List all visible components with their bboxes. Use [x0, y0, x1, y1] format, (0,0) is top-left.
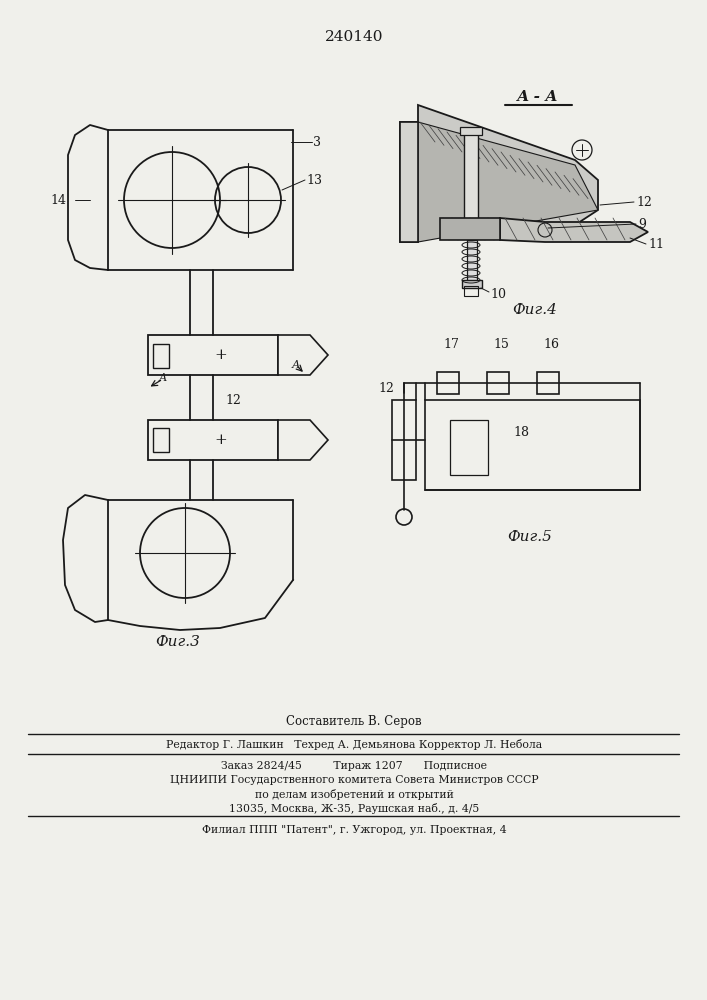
- Text: 11: 11: [648, 237, 664, 250]
- Polygon shape: [440, 218, 500, 240]
- Bar: [537, 372, 559, 394]
- Bar: [148, 335, 278, 375]
- Bar: [450, 420, 488, 475]
- Polygon shape: [400, 105, 598, 242]
- Text: 17: 17: [443, 338, 459, 352]
- Text: 10: 10: [490, 288, 506, 300]
- Text: 15: 15: [493, 338, 509, 352]
- Text: 3: 3: [313, 135, 321, 148]
- Text: Фиг.3: Фиг.3: [156, 635, 201, 649]
- Text: по делам изобретений и открытий: по делам изобретений и открытий: [255, 788, 453, 800]
- Bar: [153, 344, 169, 368]
- Bar: [487, 372, 509, 394]
- Text: А - А: А - А: [518, 90, 559, 104]
- Text: Составитель В. Серов: Составитель В. Серов: [286, 716, 422, 728]
- Bar: [464, 130, 478, 235]
- Text: А: А: [159, 373, 167, 383]
- Polygon shape: [278, 420, 328, 460]
- Bar: [153, 428, 169, 452]
- Bar: [148, 420, 278, 460]
- Text: 16: 16: [543, 338, 559, 352]
- Text: ЦНИИПИ Государственного комитета Совета Министров СССР: ЦНИИПИ Государственного комитета Совета …: [170, 775, 538, 785]
- Text: +: +: [215, 433, 228, 447]
- Text: Редактор Г. Лашкин   Техред А. Демьянова Корректор Л. Небола: Редактор Г. Лашкин Техред А. Демьянова К…: [166, 738, 542, 750]
- Polygon shape: [418, 122, 598, 242]
- Text: 12: 12: [636, 196, 652, 209]
- Text: 12: 12: [225, 393, 241, 406]
- Polygon shape: [278, 335, 328, 375]
- Text: Фиг.5: Фиг.5: [508, 530, 552, 544]
- Text: Заказ 2824/45         Тираж 1207      Подписное: Заказ 2824/45 Тираж 1207 Подписное: [221, 761, 487, 771]
- Text: +: +: [215, 348, 228, 362]
- Text: А: А: [292, 360, 300, 370]
- Bar: [462, 280, 482, 288]
- Polygon shape: [500, 218, 648, 242]
- Text: 12: 12: [378, 381, 394, 394]
- Bar: [437, 372, 459, 394]
- Bar: [400, 122, 418, 242]
- Text: 9: 9: [638, 218, 646, 231]
- Bar: [392, 400, 416, 480]
- Bar: [464, 286, 478, 296]
- Bar: [467, 240, 477, 282]
- Text: 18: 18: [513, 426, 529, 440]
- Text: 14: 14: [50, 194, 66, 207]
- Text: Филиал ППП "Патент", г. Ужгород, ул. Проектная, 4: Филиал ППП "Патент", г. Ужгород, ул. Про…: [201, 825, 506, 835]
- Bar: [425, 400, 640, 490]
- Bar: [460, 127, 482, 135]
- Text: 13035, Москва, Ж-35, Раушская наб., д. 4/5: 13035, Москва, Ж-35, Раушская наб., д. 4…: [229, 802, 479, 814]
- Text: Фиг.4: Фиг.4: [513, 303, 557, 317]
- Text: 240140: 240140: [325, 30, 383, 44]
- Text: 13: 13: [306, 174, 322, 186]
